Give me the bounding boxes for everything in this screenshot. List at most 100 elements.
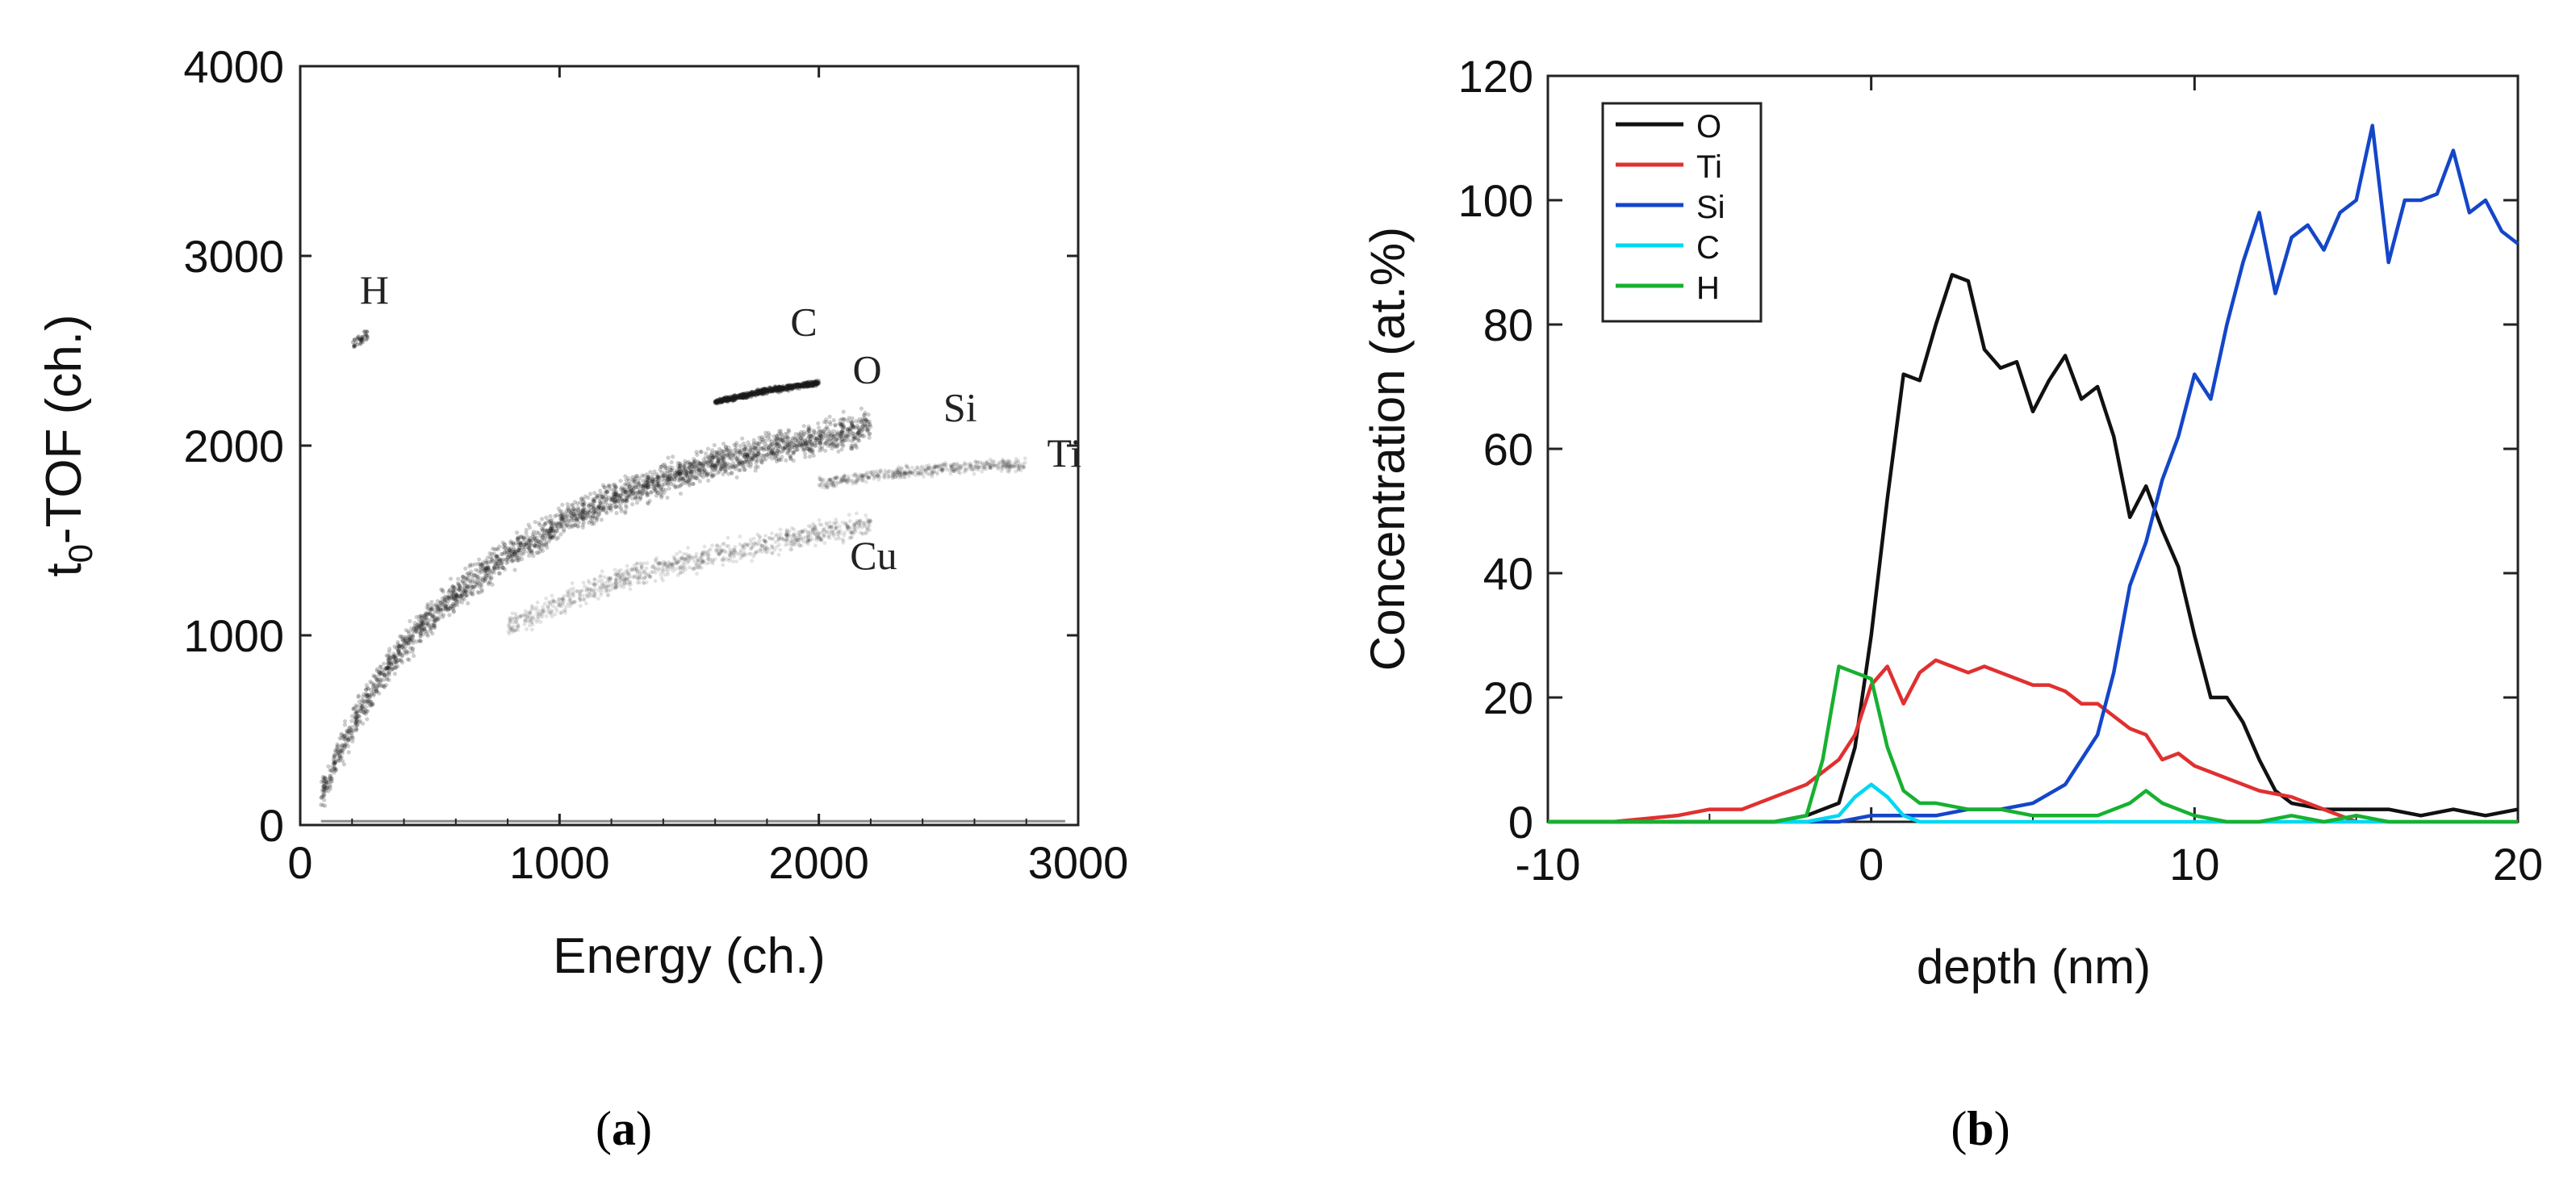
scatter-point [617, 505, 621, 509]
scatter-point [363, 711, 368, 716]
scatter-point [498, 557, 503, 562]
scatter-point [447, 613, 452, 618]
scatter-point [385, 677, 390, 682]
scatter-point [490, 582, 495, 587]
scatter-point [326, 789, 331, 794]
scatter-point [562, 593, 567, 598]
scatter-point [516, 548, 521, 553]
scatter-point [731, 461, 736, 466]
scatter-point [781, 538, 786, 542]
scatter-point [571, 503, 575, 508]
scatter-point [942, 463, 946, 467]
scatter-point [780, 449, 784, 454]
scatter-point [751, 438, 756, 442]
scatter-point [657, 475, 662, 480]
scatter-point [634, 565, 639, 570]
scatter-point [843, 478, 847, 483]
scatter-point [678, 483, 684, 488]
scatter-point [851, 423, 855, 428]
scatter-point [818, 429, 822, 434]
scatter-point [728, 465, 733, 471]
panel-b-ytick-label: 100 [1458, 175, 1533, 226]
scatter-point [855, 526, 860, 530]
scatter-point [612, 488, 617, 494]
scatter-point [601, 484, 607, 490]
scatter-point [693, 463, 699, 467]
scatter-point [625, 563, 629, 568]
scatter-point [759, 446, 764, 450]
scatter-point [470, 588, 475, 593]
scatter-point [585, 594, 590, 599]
scatter-point [830, 530, 834, 534]
scatter-point [691, 465, 696, 470]
panel-b-ytick-label: 80 [1483, 299, 1533, 350]
scatter-point [332, 761, 337, 766]
scatter-point [503, 549, 508, 555]
scatter-point [688, 462, 694, 467]
scatter-point [534, 611, 539, 616]
scatter-point [692, 469, 697, 474]
scatter-point [437, 603, 441, 608]
scatter-point [806, 380, 811, 386]
scatter-point [840, 417, 845, 421]
scatter-point [631, 492, 636, 496]
scatter-point [751, 536, 756, 541]
scatter-point [530, 534, 535, 539]
scatter-point [799, 444, 805, 450]
scatter-point [566, 518, 571, 523]
scatter-point [810, 447, 815, 452]
scatter-point [686, 559, 691, 563]
scatter-point [706, 454, 711, 459]
scatter-point [455, 602, 460, 608]
scatter-point [851, 431, 855, 436]
scatter-point [817, 534, 822, 539]
scatter-point [354, 710, 360, 715]
scatter-point [549, 534, 554, 538]
scatter-point [813, 543, 818, 548]
scatter-point [377, 672, 382, 677]
scatter-point [851, 437, 856, 442]
scatter-point [532, 542, 537, 548]
scatter-point [738, 534, 742, 539]
scatter-point [610, 496, 615, 501]
scatter-point [545, 545, 550, 550]
scatter-point [587, 513, 592, 519]
scatter-point [767, 433, 772, 438]
scatter-point [510, 540, 516, 545]
scatter-point [581, 496, 586, 502]
scatter-point [377, 691, 382, 696]
scatter-point [620, 499, 625, 504]
scatter-point [802, 432, 807, 437]
scatter-point [630, 502, 635, 507]
scatter-point [903, 475, 907, 480]
scatter-point [773, 539, 778, 544]
scatter-point [588, 501, 592, 507]
scatter-point [581, 507, 586, 512]
scatter-point [899, 467, 903, 471]
scatter-point [393, 655, 398, 660]
scatter-point [796, 382, 801, 387]
scatter-point [683, 467, 688, 471]
scatter-point [779, 431, 784, 436]
scatter-point [680, 478, 686, 484]
scatter-point [586, 495, 591, 501]
scatter-point [527, 525, 533, 530]
scatter-point [763, 438, 768, 443]
scatter-point [703, 550, 708, 555]
scatter-point [865, 427, 870, 432]
scatter-point [805, 446, 811, 451]
scatter-point [647, 498, 652, 504]
scatter-point [392, 665, 397, 671]
scatter-point [761, 447, 767, 453]
scatter-point [571, 524, 575, 529]
scatter-point [592, 498, 596, 503]
scatter-point [737, 460, 742, 465]
scatter-point [650, 476, 655, 481]
scatter-point [545, 528, 550, 533]
scatter-point [544, 614, 549, 618]
scatter-point [847, 432, 852, 437]
scatter-point [592, 506, 597, 511]
scatter-point [608, 576, 613, 580]
scatter-point [569, 524, 574, 529]
scatter-point [860, 424, 865, 429]
